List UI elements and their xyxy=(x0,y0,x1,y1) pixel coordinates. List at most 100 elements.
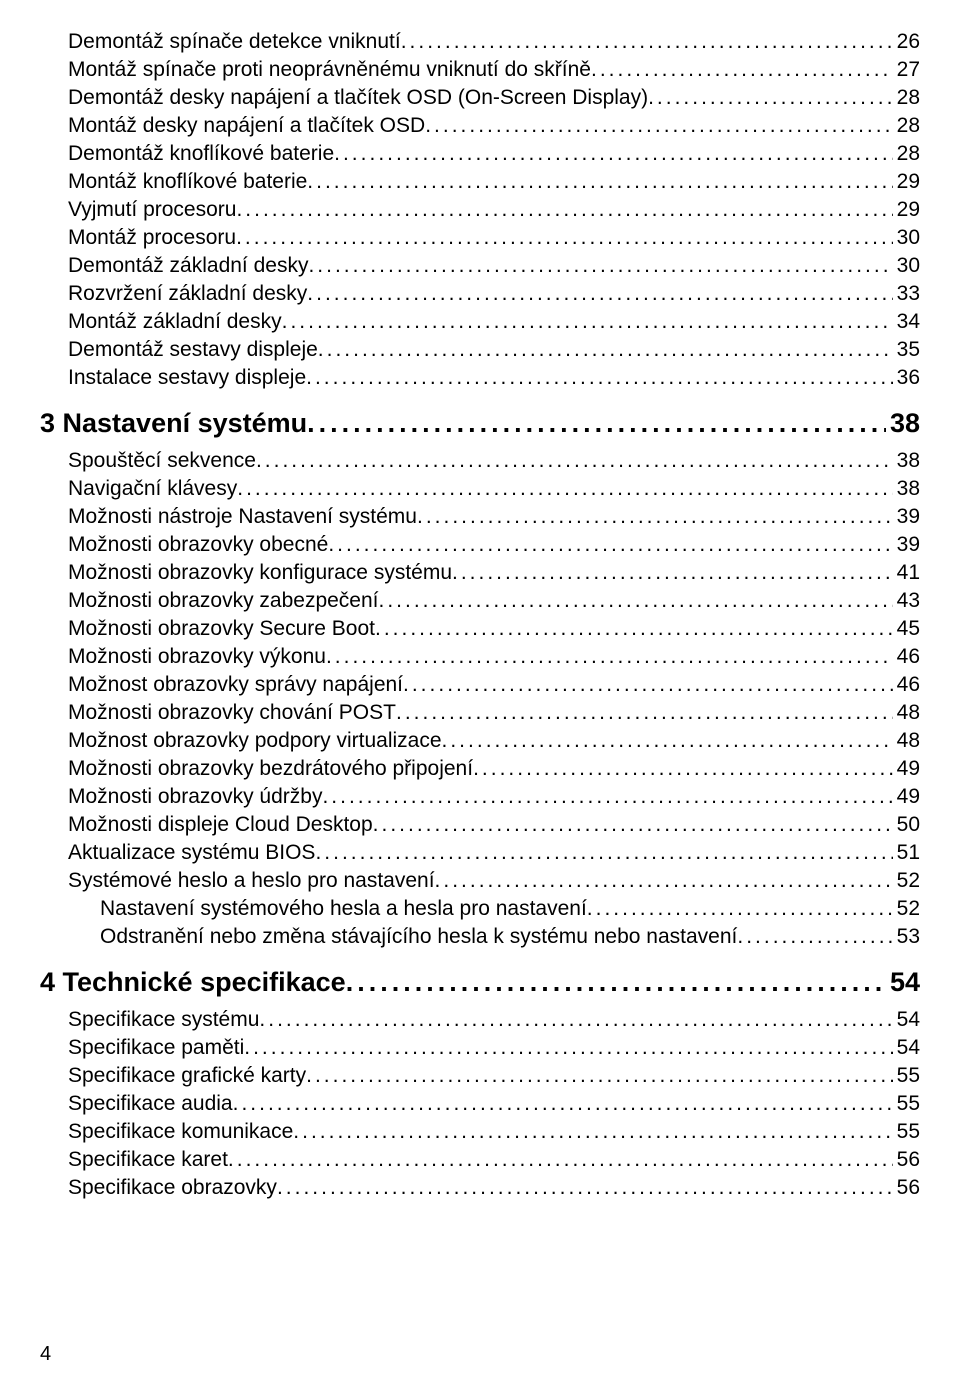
toc-item-label: Demontáž spínače detekce vniknutí xyxy=(68,30,401,54)
toc-leader-dots: ........................................… xyxy=(259,1008,892,1032)
toc-entry[interactable]: Specifikace karet.......................… xyxy=(68,1148,920,1172)
toc-entry[interactable]: Možnosti displeje Cloud Desktop.........… xyxy=(68,813,920,837)
toc-entry[interactable]: Demontáž základní desky.................… xyxy=(68,254,920,278)
toc-item-label: Možnosti obrazovky bezdrátového připojen… xyxy=(68,757,473,781)
toc-entry[interactable]: Specifikace systému.....................… xyxy=(68,1008,920,1032)
toc-item-label: Specifikace grafické karty xyxy=(68,1064,306,1088)
toc-page-ref: 33 xyxy=(893,282,920,306)
toc-item-label: Demontáž základní desky xyxy=(68,254,308,278)
toc-container: Demontáž spínače detekce vniknutí.......… xyxy=(40,30,920,1200)
toc-page-ref: 46 xyxy=(893,673,920,697)
toc-entry[interactable]: Aktualizace systému BIOS................… xyxy=(68,841,920,865)
toc-page-ref: 28 xyxy=(893,114,920,138)
toc-leader-dots: ........................................… xyxy=(403,673,893,697)
toc-entry[interactable]: Možnost obrazovky správy napájení.......… xyxy=(68,673,920,697)
toc-entry[interactable]: Možnosti obrazovky výkonu...............… xyxy=(68,645,920,669)
toc-leader-dots: ........................................… xyxy=(306,366,893,390)
toc-page-ref: 56 xyxy=(893,1148,920,1172)
toc-entry[interactable]: Montáž knoflíkové baterie...............… xyxy=(68,170,920,194)
toc-leader-dots: ........................................… xyxy=(346,967,886,998)
toc-leader-dots: ........................................… xyxy=(307,408,886,439)
toc-item-label: Montáž desky napájení a tlačítek OSD xyxy=(68,114,425,138)
toc-leader-dots: ........................................… xyxy=(307,170,892,194)
toc-entry[interactable]: 3 Nastavení systému.....................… xyxy=(40,408,920,439)
toc-item-label: Demontáž knoflíkové baterie xyxy=(68,142,334,166)
toc-entry[interactable]: Vyjmutí procesoru.......................… xyxy=(68,198,920,222)
toc-item-label: Nastavení systémového hesla a hesla pro … xyxy=(100,897,587,921)
toc-item-label: Vyjmutí procesoru xyxy=(68,198,236,222)
toc-leader-dots: ........................................… xyxy=(379,589,893,613)
toc-entry[interactable]: Možnost obrazovky podpory virtualizace..… xyxy=(68,729,920,753)
toc-entry[interactable]: Možnosti obrazovky údržby...............… xyxy=(68,785,920,809)
toc-page-ref: 28 xyxy=(893,142,920,166)
toc-page-ref: 36 xyxy=(893,366,920,390)
toc-leader-dots: ........................................… xyxy=(322,785,892,809)
toc-entry[interactable]: Montáž základní desky...................… xyxy=(68,310,920,334)
toc-entry[interactable]: Systémové heslo a heslo pro nastavení...… xyxy=(68,869,920,893)
toc-entry[interactable]: Specifikace audia.......................… xyxy=(68,1092,920,1116)
toc-entry[interactable]: Instalace sestavy displeje..............… xyxy=(68,366,920,390)
toc-entry[interactable]: Specifikace obrazovky...................… xyxy=(68,1176,920,1200)
toc-entry[interactable]: Demontáž sestavy displeje...............… xyxy=(68,338,920,362)
toc-page-ref: 41 xyxy=(893,561,920,585)
toc-item-label: Specifikace paměti xyxy=(68,1036,244,1060)
toc-entry[interactable]: Demontáž desky napájení a tlačítek OSD (… xyxy=(68,86,920,110)
toc-entry[interactable]: Specifikace grafické karty..............… xyxy=(68,1064,920,1088)
toc-entry[interactable]: Montáž procesoru........................… xyxy=(68,226,920,250)
toc-entry[interactable]: Navigační klávesy.......................… xyxy=(68,477,920,501)
toc-item-label: Systémové heslo a heslo pro nastavení xyxy=(68,869,435,893)
toc-leader-dots: ........................................… xyxy=(401,30,893,54)
toc-entry[interactable]: Nastavení systémového hesla a hesla pro … xyxy=(100,897,920,921)
toc-item-label: Možnosti obrazovky údržby xyxy=(68,785,322,809)
toc-page-ref: 29 xyxy=(893,198,920,222)
toc-leader-dots: ........................................… xyxy=(737,925,892,949)
toc-page-ref: 39 xyxy=(893,505,920,529)
toc-page-ref: 49 xyxy=(893,757,920,781)
toc-entry[interactable]: Specifikace komunikace..................… xyxy=(68,1120,920,1144)
toc-leader-dots: ........................................… xyxy=(587,897,893,921)
toc-entry[interactable]: Rozvržení základní desky................… xyxy=(68,282,920,306)
toc-entry[interactable]: Možnosti obrazovky obecné...............… xyxy=(68,533,920,557)
toc-item-label: Montáž základní desky xyxy=(68,310,282,334)
toc-entry[interactable]: Možnosti nástroje Nastavení systému.....… xyxy=(68,505,920,529)
toc-entry[interactable]: Možnosti obrazovky zabezpečení..........… xyxy=(68,589,920,613)
toc-leader-dots: ........................................… xyxy=(315,841,892,865)
toc-page-ref: 53 xyxy=(893,925,920,949)
toc-page-ref: 38 xyxy=(893,449,920,473)
toc-item-label: Možnosti obrazovky Secure Boot xyxy=(68,617,375,641)
toc-leader-dots: ........................................… xyxy=(237,477,892,501)
toc-entry[interactable]: Možnosti obrazovky chování POST.........… xyxy=(68,701,920,725)
toc-entry[interactable]: Odstranění nebo změna stávajícího hesla … xyxy=(100,925,920,949)
toc-leader-dots: ........................................… xyxy=(328,533,892,557)
toc-page-ref: 54 xyxy=(893,1008,920,1032)
toc-page-ref: 49 xyxy=(893,785,920,809)
toc-item-label: Instalace sestavy displeje xyxy=(68,366,306,390)
toc-entry[interactable]: Možnosti obrazovky bezdrátového připojen… xyxy=(68,757,920,781)
toc-leader-dots: ........................................… xyxy=(425,114,892,138)
toc-entry[interactable]: Možnosti obrazovky Secure Boot..........… xyxy=(68,617,920,641)
toc-leader-dots: ........................................… xyxy=(293,1120,892,1144)
toc-item-label: Možnosti obrazovky obecné xyxy=(68,533,328,557)
toc-item-label: Specifikace audia xyxy=(68,1092,233,1116)
toc-entry[interactable]: Spouštěcí sekvence......................… xyxy=(68,449,920,473)
toc-entry[interactable]: 4 Technické specifikace.................… xyxy=(40,967,920,998)
toc-entry[interactable]: Specifikace paměti......................… xyxy=(68,1036,920,1060)
toc-item-label: Možnosti obrazovky konfigurace systému xyxy=(68,561,452,585)
toc-page-ref: 26 xyxy=(893,30,920,54)
toc-item-label: Možnosti displeje Cloud Desktop xyxy=(68,813,373,837)
toc-item-label: Odstranění nebo změna stávajícího hesla … xyxy=(100,925,737,949)
toc-entry[interactable]: Demontáž knoflíkové baterie.............… xyxy=(68,142,920,166)
toc-page-ref: 50 xyxy=(893,813,920,837)
toc-page-ref: 54 xyxy=(893,1036,920,1060)
toc-item-label: Specifikace komunikace xyxy=(68,1120,293,1144)
toc-page-ref: 28 xyxy=(893,86,920,110)
toc-leader-dots: ........................................… xyxy=(256,449,893,473)
toc-entry[interactable]: Montáž desky napájení a tlačítek OSD....… xyxy=(68,114,920,138)
toc-entry[interactable]: Možnosti obrazovky konfigurace systému..… xyxy=(68,561,920,585)
toc-entry[interactable]: Demontáž spínače detekce vniknutí.......… xyxy=(68,30,920,54)
toc-page-ref: 52 xyxy=(893,897,920,921)
toc-leader-dots: ........................................… xyxy=(306,1064,893,1088)
toc-page-ref: 48 xyxy=(893,729,920,753)
toc-entry[interactable]: Montáž spínače proti neoprávněnému vnikn… xyxy=(68,58,920,82)
toc-leader-dots: ........................................… xyxy=(375,617,893,641)
